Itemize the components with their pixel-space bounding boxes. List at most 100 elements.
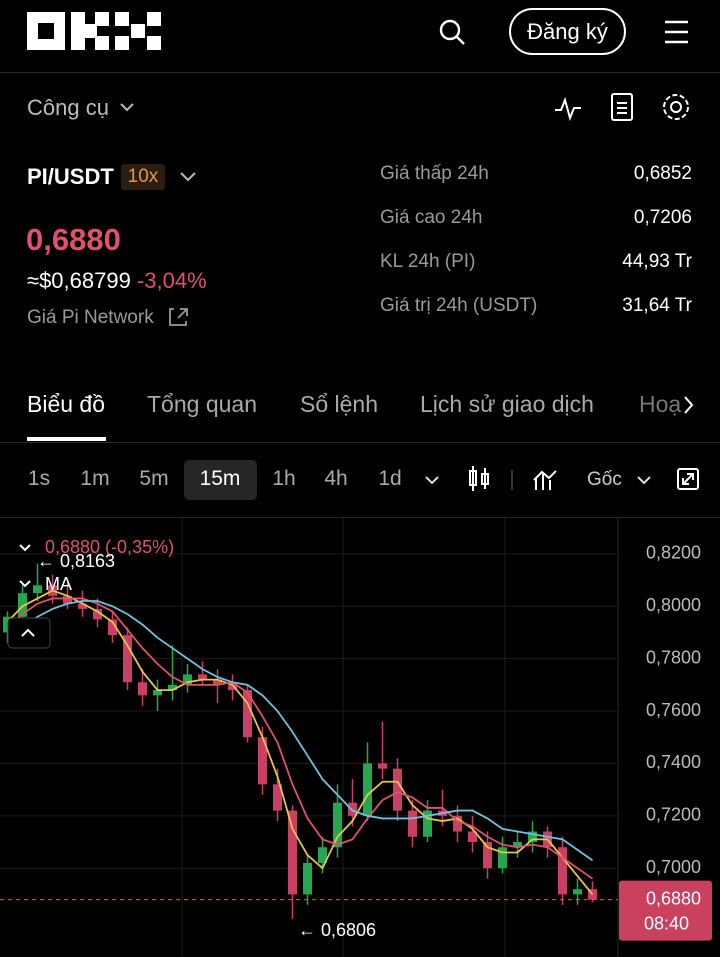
chart: 0,8200 0,8000 0,7800 0,7600 0,7400 0,7200 0,70… xyxy=(0,518,712,957)
doc-icon[interactable] xyxy=(611,93,633,121)
interval[interactable]: 1m xyxy=(80,467,110,490)
chevron[interactable] xyxy=(637,476,651,485)
candle-body xyxy=(573,889,582,895)
signup-button[interactable] xyxy=(509,8,626,55)
y-tick-label: 0,7000 xyxy=(646,857,701,877)
tools-menu[interactable]: Công cụ xyxy=(27,95,109,120)
candle-body xyxy=(138,682,147,696)
ma-label: MA xyxy=(45,574,72,594)
candle-body xyxy=(18,593,27,617)
tab[interactable]: Lịch sử giao dịch xyxy=(420,391,594,417)
interval[interactable]: 1s xyxy=(27,467,51,490)
candle-body xyxy=(453,815,462,832)
low-label: ← 0,6806 xyxy=(298,920,376,940)
candle-body xyxy=(378,763,387,769)
stat-label: KL 24h (PI) xyxy=(380,251,476,272)
logo xyxy=(27,12,161,50)
candle-body xyxy=(108,619,117,636)
interval[interactable]: 4h xyxy=(324,467,348,490)
stat-value: 0,7206 xyxy=(633,207,692,228)
candle-body xyxy=(183,674,192,685)
settings-icon[interactable] xyxy=(663,94,689,120)
leverage: 10x xyxy=(127,166,159,187)
interval[interactable]: 15m xyxy=(199,467,241,490)
y-tick-label: 0,8000 xyxy=(646,595,701,615)
y-tick-label: 0,7200 xyxy=(646,805,701,825)
candle-body xyxy=(243,690,252,738)
price-tag xyxy=(619,880,712,941)
candle-body xyxy=(333,802,342,848)
ma-line xyxy=(6,589,594,895)
tab-fade xyxy=(650,385,720,425)
menu-icon[interactable] xyxy=(665,20,688,44)
chevron[interactable] xyxy=(425,476,439,485)
candle-body xyxy=(483,842,492,869)
pulse-icon[interactable] xyxy=(555,96,581,122)
ma-line xyxy=(6,600,594,862)
candle-body xyxy=(528,831,537,843)
tab[interactable]: Sổ lệnh xyxy=(300,391,379,417)
fullscreen-icon[interactable] xyxy=(677,468,699,490)
y-tick-label: 0,7800 xyxy=(646,647,701,667)
price-tag-value: 0,6880 xyxy=(646,888,701,908)
candle-body xyxy=(423,810,432,837)
tab-underline xyxy=(27,437,106,441)
candle-type-icon[interactable] xyxy=(469,466,489,491)
usd-price-row: ≈$0,68799 -3,04% xyxy=(27,268,207,294)
candle-body xyxy=(513,842,522,848)
divider xyxy=(0,517,720,518)
tab[interactable]: Biểu đồ xyxy=(27,391,106,417)
y-tick-label: 0,8200 xyxy=(646,543,701,563)
candle-body xyxy=(318,847,327,863)
stat-label: Giá trị 24h (USDT) xyxy=(380,295,538,316)
tab[interactable]: Tổng quan xyxy=(147,391,257,417)
tab-scroll[interactable] xyxy=(684,396,694,414)
candle-body xyxy=(213,679,222,685)
interval[interactable]: 5m xyxy=(139,467,169,490)
divider xyxy=(0,442,720,443)
price-type[interactable]: Gốc xyxy=(587,469,622,490)
tab[interactable]: Hoạ xyxy=(639,391,682,417)
chevron-up xyxy=(21,628,35,637)
chevron xyxy=(19,580,31,588)
time-grid xyxy=(181,518,506,957)
candle-body xyxy=(363,763,372,816)
signup-label[interactable]: Đăng ký xyxy=(527,19,608,44)
interval[interactable]: 1h xyxy=(272,467,296,490)
selected-interval xyxy=(184,460,257,500)
candle-body xyxy=(63,595,72,604)
chevron[interactable] xyxy=(180,172,196,182)
usd-price: ≈$0,68799 xyxy=(27,268,131,293)
last-price: 0,6880 xyxy=(26,222,121,257)
candle-body xyxy=(78,603,87,609)
candle-body xyxy=(288,810,297,895)
icons xyxy=(27,8,720,500)
info-link[interactable]: Giá Pi Network xyxy=(27,307,154,328)
leverage-badge xyxy=(121,164,165,190)
indicator-icon[interactable] xyxy=(533,470,557,490)
external-link-icon[interactable] xyxy=(169,308,188,326)
candle-body xyxy=(273,784,282,811)
candle-body xyxy=(168,684,177,691)
candle-body xyxy=(408,810,417,837)
stat-value: 44,93 Tr xyxy=(622,251,692,272)
collapse-button[interactable] xyxy=(7,617,51,649)
candle-body xyxy=(198,674,207,680)
stat-label: Giá thấp 24h xyxy=(380,163,489,184)
candle-body xyxy=(498,847,507,869)
candle-body xyxy=(258,737,267,785)
stat-value: 31,64 Tr xyxy=(622,295,692,316)
legend-price: 0,6880 (-0,35%) xyxy=(45,537,174,557)
chevron xyxy=(120,103,134,112)
y-tick-label: 0,7600 xyxy=(646,700,701,720)
interval[interactable]: 1d xyxy=(378,467,402,490)
high-label: ← 0,8163 xyxy=(37,551,115,571)
candle-body xyxy=(33,585,42,594)
candle-body xyxy=(468,831,477,843)
candle-body xyxy=(93,608,102,620)
search-icon[interactable] xyxy=(439,19,465,45)
candle-body xyxy=(153,690,162,696)
pair-symbol: PI/USDT xyxy=(27,164,114,189)
chevron xyxy=(19,544,31,552)
